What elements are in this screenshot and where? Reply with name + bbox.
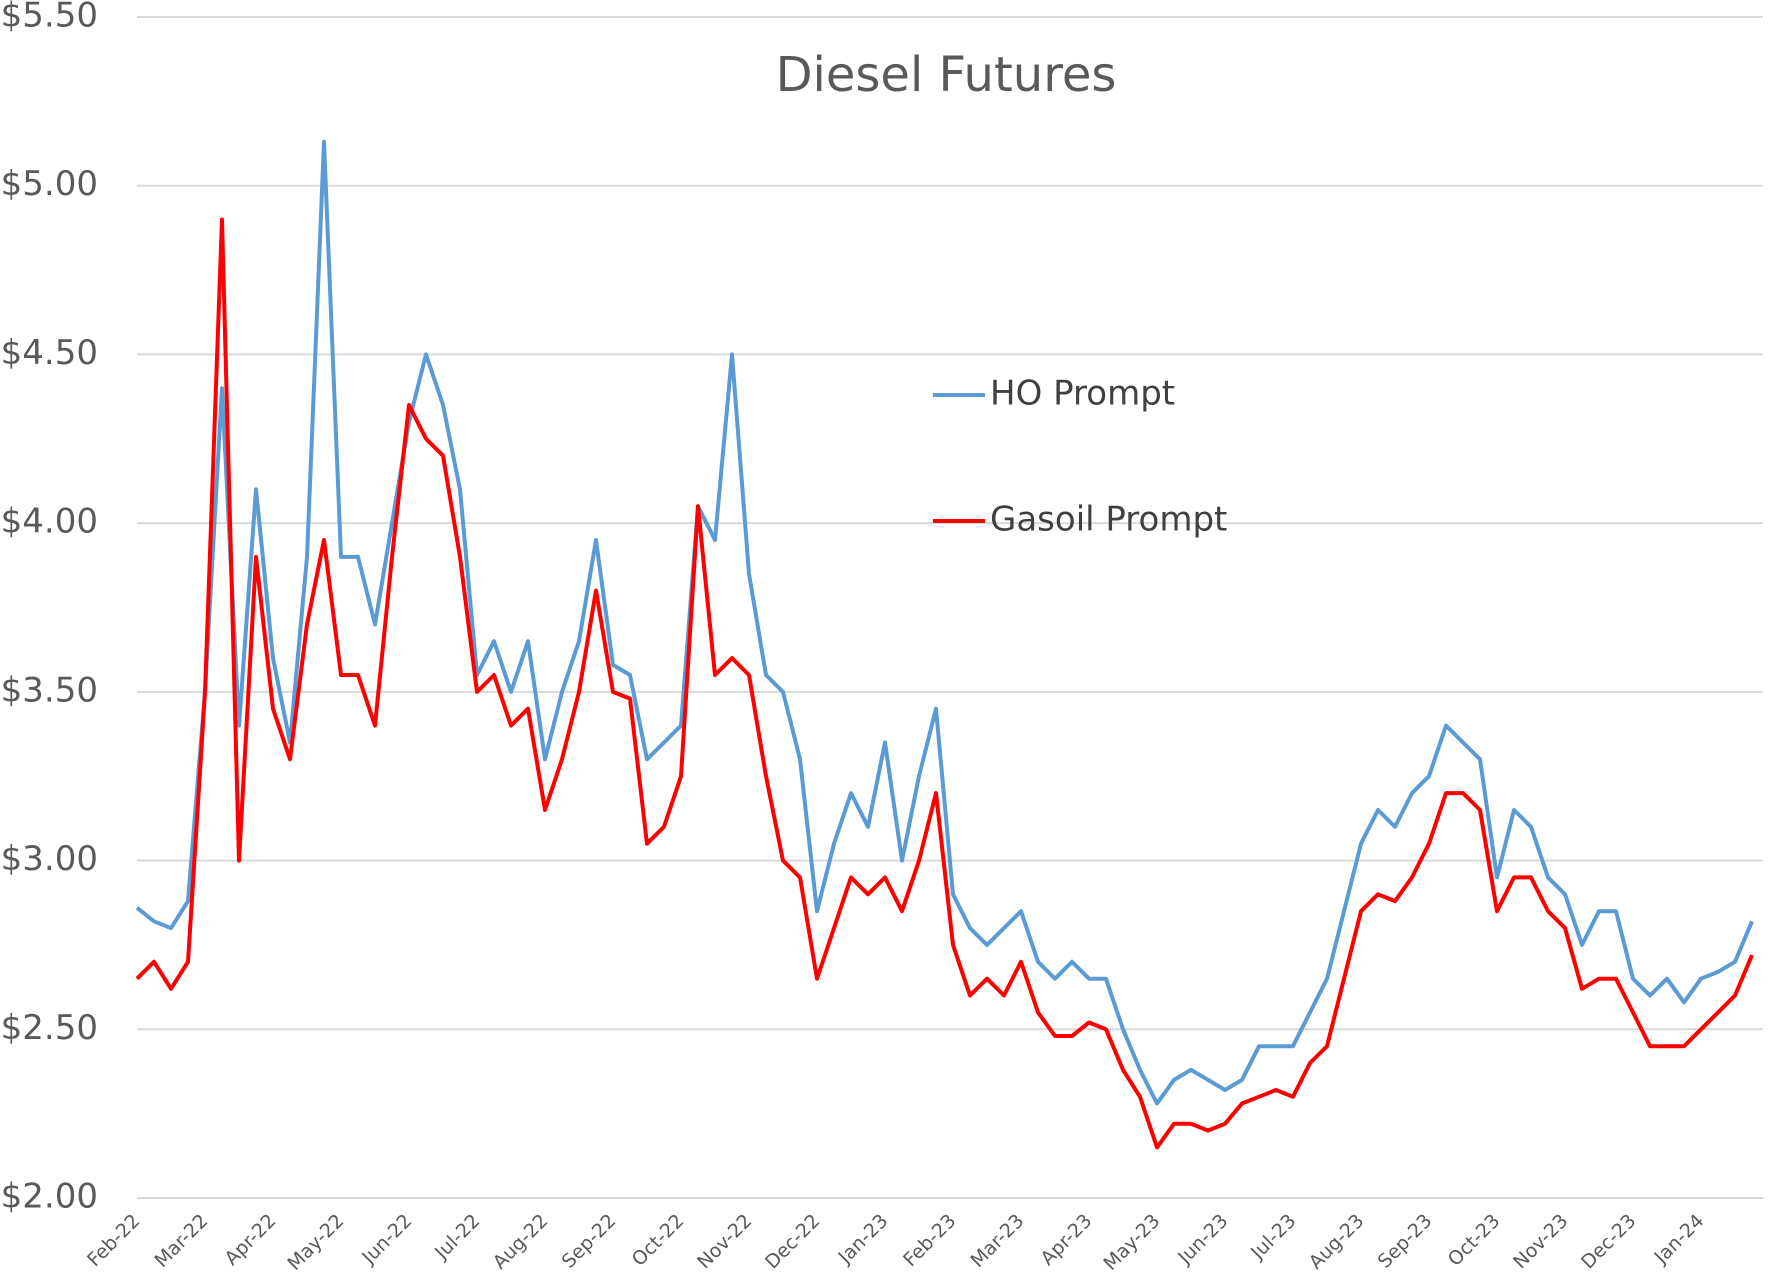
x-tick-label: Oct-23	[1444, 1210, 1505, 1271]
x-tick-label: Apr-23	[1037, 1210, 1097, 1270]
legend-label: Gasoil Prompt	[990, 500, 1227, 540]
line-series	[135, 217, 1754, 1150]
x-tick-label: Aug-22	[489, 1210, 553, 1274]
y-tick-label: $2.00	[1, 1177, 98, 1217]
x-tick-label: Jun-23	[1173, 1210, 1232, 1269]
x-tick-label: Feb-22	[83, 1210, 144, 1271]
x-tick-label: Nov-23	[1509, 1210, 1572, 1273]
y-tick-label: $5.00	[1, 164, 98, 204]
y-tick-label: $3.00	[1, 839, 98, 879]
x-tick-label: Jan-24	[1650, 1210, 1709, 1269]
x-tick-label: Jan-23	[834, 1210, 893, 1269]
x-tick-label: Dec-22	[761, 1210, 825, 1274]
x-tick-label: Jun-22	[357, 1210, 416, 1269]
line-series	[135, 139, 1754, 1106]
legend-label: HO Prompt	[990, 374, 1175, 414]
x-tick-label: May-23	[1099, 1210, 1164, 1275]
x-tick-label: Nov-22	[693, 1210, 756, 1273]
x-tick-label: Mar-22	[150, 1210, 212, 1272]
x-tick-label: Sep-22	[558, 1210, 621, 1273]
x-tick-label: Sep-23	[1374, 1210, 1437, 1273]
x-tick-label: Aug-23	[1305, 1210, 1369, 1274]
x-tick-label: Feb-23	[899, 1210, 960, 1271]
x-tick-label: Mar-23	[966, 1210, 1028, 1272]
x-tick-label: May-22	[283, 1210, 348, 1275]
x-tick-label: Dec-23	[1577, 1210, 1641, 1274]
chart-title: Diesel Futures	[776, 47, 1117, 103]
y-tick-label: $4.00	[1, 502, 98, 542]
y-tick-label: $3.50	[1, 670, 98, 710]
y-tick-label: $4.50	[1, 333, 98, 373]
y-tick-label: $5.50	[1, 0, 98, 36]
x-tick-label: Oct-22	[628, 1210, 689, 1271]
x-tick-label: Jul-23	[1246, 1210, 1300, 1264]
y-tick-label: $2.50	[1, 1008, 98, 1048]
x-tick-label: Jul-22	[430, 1210, 484, 1264]
x-tick-label: Apr-22	[221, 1210, 281, 1270]
